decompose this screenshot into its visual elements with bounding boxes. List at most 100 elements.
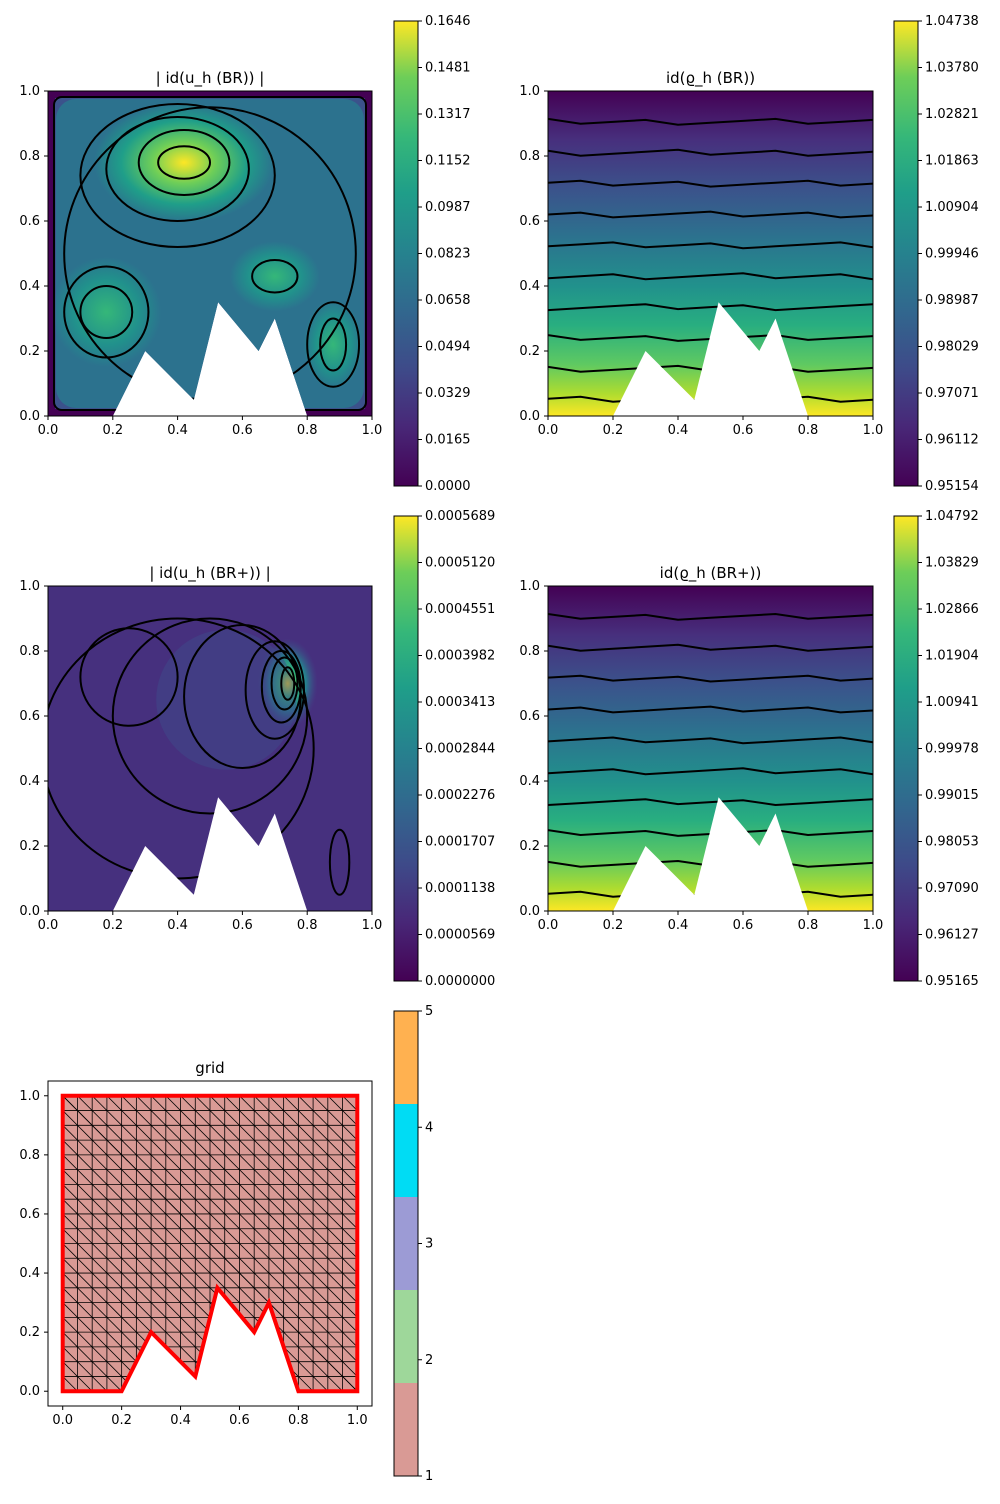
colorbar-tick-label: 0.99946 [925, 247, 979, 262]
x-tick-label: 0.6 [733, 918, 754, 933]
y-tick-label: 1.0 [19, 1089, 40, 1104]
contour-lines [548, 612, 873, 899]
y-tick-label: 1.0 [19, 579, 40, 594]
x-tick-label: 0.2 [102, 918, 123, 933]
plot-frame [47, 90, 373, 417]
x-tick-label: 1.0 [863, 423, 884, 438]
y-tick-label: 0.2 [19, 839, 40, 854]
colorbar-tick-label: 1.02866 [925, 602, 979, 617]
colorbar-tick-label: 0.0494 [425, 340, 471, 355]
colorbar: 0.95165 0.96127 0.97090 0.98053 0.99015 0.999… [893, 509, 979, 989]
panel-5: 0.0 0.2 0.4 0.6 0.8 1.0 0.0 0.2 0.4 0.6 0.8 1.0 grid… [19, 1004, 433, 1484]
colorbar-tick-label: 0.1152 [425, 154, 471, 169]
panel-title: id(ϱ_h (BR)) [666, 69, 755, 88]
domain-boundary [60, 1093, 360, 1394]
colorbar-segment [394, 1383, 418, 1476]
y-tick-label: 0.2 [19, 1325, 40, 1340]
colorbar-tick-label: 0.97071 [925, 386, 979, 401]
x-tick-label: 0.8 [297, 423, 318, 438]
y-tick-label: 1.0 [519, 579, 540, 594]
y-tick-label: 0.8 [19, 1148, 40, 1163]
colorbar-tick-label: 0.99978 [925, 742, 979, 757]
y-tick-label: 1.0 [519, 84, 540, 99]
x-tick-label: 0.0 [38, 918, 59, 933]
colorbar-tick-label: 1.04738 [925, 14, 979, 29]
colorbar-tick-label: 0.0003413 [425, 695, 495, 710]
panel-title: grid [195, 1059, 224, 1077]
colorbar-tick-label: 0.0004551 [425, 602, 495, 617]
contour-lines [53, 96, 367, 411]
y-tick-label: 0.2 [519, 344, 540, 359]
colorbar-tick-label: 0.0005120 [425, 556, 495, 571]
contour-fill [548, 91, 873, 416]
colorbar-tick-label: 0.97090 [925, 881, 979, 896]
x-tick-label: 0.0 [38, 423, 59, 438]
colorbar: 0.0000 0.0165 0.0329 0.0494 0.0658 0.0823 0.09… [393, 14, 471, 494]
x-tick-label: 0.4 [167, 423, 188, 438]
axis-ticks: 0.0 0.2 0.4 0.6 0.8 1.0 0.0 0.2 0.4 0.6 0.8 1.0 [519, 579, 883, 933]
y-tick-label: 0.6 [19, 709, 40, 724]
x-tick-label: 0.0 [538, 423, 559, 438]
x-tick-label: 0.4 [668, 918, 689, 933]
colorbar-tick-label: 0.0001138 [425, 881, 495, 896]
colorbar-tick-label: 0.1646 [425, 14, 471, 29]
colorbar-tick-label: 0.0987 [425, 200, 471, 215]
x-tick-label: 1.0 [863, 918, 884, 933]
colorbar-tick-label: 0.0000000 [425, 974, 495, 989]
colorbar: 0.95154 0.96112 0.97071 0.98029 0.98987 0.999… [893, 14, 979, 494]
x-tick-label: 0.2 [111, 1413, 132, 1428]
contour-fill [48, 586, 372, 911]
contour-lines [48, 617, 351, 896]
y-tick-label: 0.0 [19, 904, 40, 919]
colorbar-tick-label: 3 [425, 1237, 433, 1252]
colorbar-segment [394, 1104, 418, 1197]
y-tick-label: 0.6 [19, 1207, 40, 1222]
panel-title: id(ϱ_h (BR+)) [660, 564, 762, 583]
colorbar-tick-label: 1.03780 [925, 61, 979, 76]
colorbar-gradient [894, 21, 918, 486]
colorbar-tick-label: 0.0000 [425, 479, 471, 494]
x-tick-label: 0.8 [297, 918, 318, 933]
x-tick-label: 0.4 [167, 918, 188, 933]
colorbar-tick-label: 4 [425, 1120, 433, 1135]
colorbar-tick-label: 0.96112 [925, 433, 979, 448]
y-tick-label: 0.8 [519, 644, 540, 659]
colorbar-tick-label: 0.0005689 [425, 509, 495, 524]
colorbar: 0.0000000 0.0000569 0.0001138 0.0001707 0.00… [393, 509, 495, 989]
colorbar-tick-label: 2 [425, 1353, 433, 1368]
contour-fill [48, 91, 372, 416]
mesh [62, 1095, 358, 1392]
colorbar-tick-label: 0.96127 [925, 928, 979, 943]
colorbar-gradient [894, 516, 918, 981]
panel-4: 0.0 0.2 0.4 0.6 0.8 1.0 0.0 0.2 0.4 0.6 0.8 1.0 id(ϱ… [519, 509, 978, 989]
colorbar-tick-label: 0.0329 [425, 386, 471, 401]
y-tick-label: 0.0 [19, 409, 40, 424]
x-tick-label: 0.0 [52, 1413, 73, 1428]
panel-1: 0.0 0.2 0.4 0.6 0.8 1.0 0.0 0.2 0.4 0.6 0.8 1.0 | id… [19, 14, 470, 494]
contour-fill [548, 586, 873, 911]
y-tick-label: 0.8 [19, 644, 40, 659]
colorbar-tick-label: 0.0002276 [425, 788, 495, 803]
y-tick-label: 1.0 [19, 84, 40, 99]
y-tick-label: 0.8 [519, 149, 540, 164]
x-tick-label: 0.4 [170, 1413, 191, 1428]
y-tick-label: 0.6 [519, 214, 540, 229]
colorbar-tick-label: 0.98053 [925, 835, 979, 850]
y-tick-label: 0.4 [519, 279, 540, 294]
y-tick-label: 0.4 [19, 1266, 40, 1281]
x-tick-label: 0.8 [798, 423, 819, 438]
y-tick-label: 0.0 [19, 1384, 40, 1399]
x-tick-label: 1.0 [347, 1413, 368, 1428]
colorbar-tick-label: 1.04792 [925, 509, 979, 524]
y-tick-label: 0.2 [519, 839, 540, 854]
colorbar-tick-label: 1.01904 [925, 649, 979, 664]
colorbar-tick-label: 0.95154 [925, 479, 979, 494]
x-tick-label: 0.6 [733, 423, 754, 438]
colorbar-tick-label: 0.95165 [925, 974, 979, 989]
colorbar-tick-label: 0.0165 [425, 433, 471, 448]
x-tick-label: 1.0 [362, 423, 383, 438]
x-tick-label: 0.2 [603, 918, 624, 933]
panel-title: | id(u_h (BR)) | [156, 69, 265, 88]
axis-ticks: 0.0 0.2 0.4 0.6 0.8 1.0 0.0 0.2 0.4 0.6 0.8 1.0 [519, 84, 883, 438]
y-tick-label: 0.0 [519, 904, 540, 919]
